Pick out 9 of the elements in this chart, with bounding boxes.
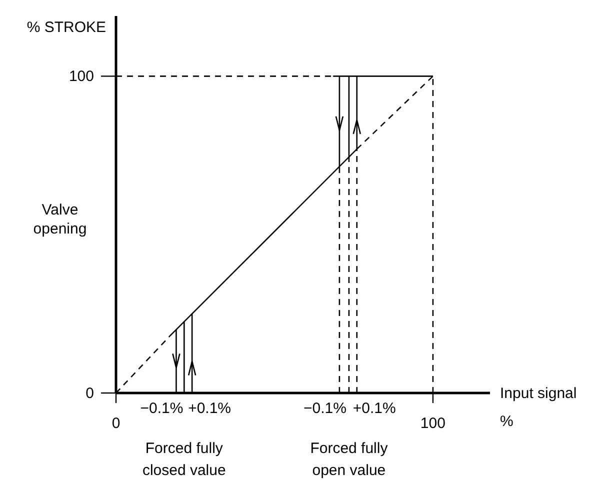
annotation: +0.1% xyxy=(188,400,232,417)
text: Forced fully closed value xyxy=(142,440,226,479)
annotation: −0.1% xyxy=(140,400,184,417)
annotation: +0.1% xyxy=(352,400,396,417)
annotation: −0.1% xyxy=(303,400,346,417)
x-axis-title: Input signal % xyxy=(500,385,577,430)
text: Valve opening xyxy=(33,202,87,238)
y-axis-title: % STROKE xyxy=(26,19,106,36)
text: Forced fully open value xyxy=(310,440,388,479)
